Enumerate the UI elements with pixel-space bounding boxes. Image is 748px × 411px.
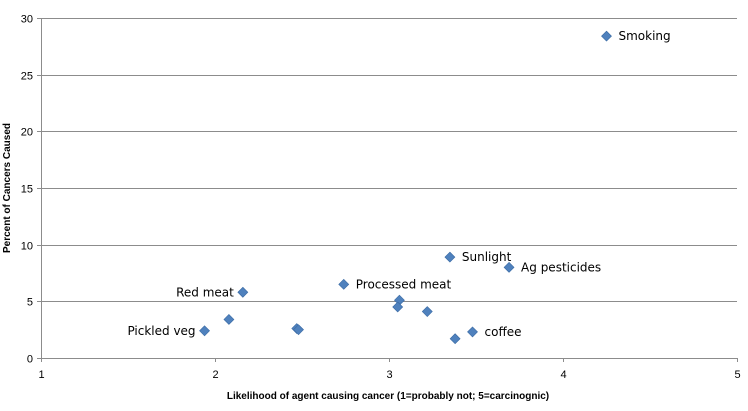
- data-point: [199, 325, 210, 337]
- point-label: Smoking: [619, 29, 671, 43]
- data-point: [449, 333, 461, 345]
- point-label: Pickled veg: [127, 324, 195, 338]
- data-point: [392, 301, 404, 313]
- x-axis-title: Likelihood of agent causing cancer (1=pr…: [227, 391, 549, 402]
- x-tick-label: 4: [560, 369, 566, 381]
- data-point: [601, 30, 612, 42]
- x-tick-label: 2: [212, 369, 218, 381]
- y-tick-label: 10: [21, 241, 33, 253]
- x-tick-label: 5: [734, 369, 740, 381]
- point-label: Sunlight: [462, 250, 512, 264]
- y-tick-label: 30: [21, 14, 33, 26]
- y-tick-label: 25: [21, 71, 33, 83]
- point-labels: Smoking Sunlight Ag pesticides Processed me…: [127, 29, 670, 339]
- x-tick-label: 1: [38, 369, 44, 381]
- y-tick-labels: 0 5 10 15 20 25 30: [21, 14, 33, 366]
- data-point: [503, 261, 515, 273]
- data-point: [444, 251, 456, 263]
- data-point: [338, 278, 350, 290]
- data-point: [293, 324, 304, 336]
- point-label: Ag pesticides: [521, 260, 601, 274]
- x-tick-label: 3: [386, 369, 392, 381]
- data-point: [223, 314, 235, 325]
- x-tick-labels: 1 2 3 4 5: [38, 369, 740, 381]
- point-label: Processed meat: [356, 277, 452, 291]
- y-tick-label: 0: [27, 354, 33, 366]
- data-point: [467, 326, 478, 338]
- y-tick-label: 5: [27, 297, 33, 309]
- gridlines: [41, 18, 737, 302]
- axes: [37, 18, 738, 362]
- data-point: [421, 306, 433, 317]
- y-tick-label: 20: [21, 127, 33, 139]
- y-tick-label: 15: [21, 184, 33, 196]
- y-axis-title: Percent of Cancers Caused: [2, 123, 13, 253]
- data-point: [237, 286, 249, 298]
- point-label: Red meat: [176, 285, 234, 299]
- point-label: coffee: [485, 325, 522, 339]
- data-points: [199, 30, 612, 345]
